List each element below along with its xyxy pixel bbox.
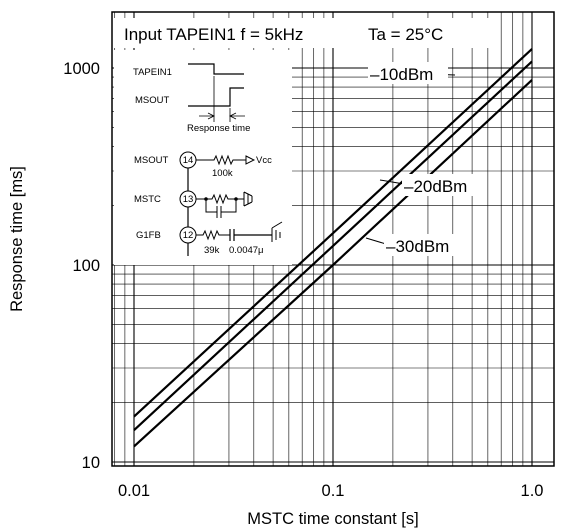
x-tick-label: 0.01 xyxy=(118,482,150,500)
mstc-rc-network-icon xyxy=(196,193,244,218)
chart-title: Input TAPEIN1 f = 5kHz xyxy=(124,25,303,44)
inset-background xyxy=(114,50,292,265)
series-labels: –10dBm –20dBm –30dBm xyxy=(365,62,482,256)
g1fb-capacitor-icon xyxy=(229,229,272,241)
y-axis-label: Response time [ms] xyxy=(8,166,26,312)
response-arrow xyxy=(199,112,245,120)
pin-13-number: 13 xyxy=(183,194,194,205)
series-label: –20dBm xyxy=(404,177,467,196)
series-label-mask xyxy=(384,234,464,256)
x-axis-label: MSTC time constant [s] xyxy=(247,510,418,528)
pin-label-mstc: MSTC xyxy=(134,194,161,205)
timing-label-tapein1: TAPEIN1 xyxy=(133,67,172,78)
series-label-mask xyxy=(402,174,482,196)
title-mask xyxy=(114,18,494,48)
pin-12-number: 12 xyxy=(183,230,194,241)
pin-label-msout: MSOUT xyxy=(134,155,169,166)
x-tick-label: 1.0 xyxy=(521,482,544,500)
msout-waveform xyxy=(188,87,244,107)
series-label-leader xyxy=(379,179,405,185)
series-label-leader xyxy=(365,237,387,245)
capacitor-value-label: 0.0047μ xyxy=(229,245,264,256)
axis-tick-labels: 0.01 0.1 1.0 10 100 1000 xyxy=(63,60,543,500)
resistor-100k-label: 100k xyxy=(212,168,233,179)
ground-icon-g1fb xyxy=(271,221,283,242)
series-lines xyxy=(133,48,533,448)
mstc-junction-dot-right xyxy=(234,197,238,201)
mstc-junction-dot xyxy=(204,197,208,201)
response-time-label: Response time xyxy=(187,123,250,134)
plot-frame xyxy=(111,11,555,467)
vcc-label: Vcc xyxy=(256,155,272,166)
ground-icon xyxy=(243,191,253,207)
chart-condition: Ta = 25°C xyxy=(368,25,443,44)
series-label: –10dBm xyxy=(370,65,433,84)
y-tick-label: 10 xyxy=(82,454,100,472)
vcc-arrow-icon xyxy=(245,155,256,165)
series-line-1 xyxy=(133,48,533,418)
tapein1-waveform xyxy=(188,63,244,75)
y-tick-label: 100 xyxy=(72,257,100,275)
timing-label-msout: MSOUT xyxy=(135,95,170,106)
resistor-100k-icon xyxy=(196,154,246,166)
x-tick-label: 0.1 xyxy=(322,482,345,500)
series-line-3 xyxy=(133,79,533,448)
inset-diagram: TAPEIN1 MSOUT Response time MSOUT 14 Vcc… xyxy=(114,50,292,265)
series-label: –30dBm xyxy=(386,237,449,256)
y-tick-label: 1000 xyxy=(63,60,100,78)
series-label-mask xyxy=(368,62,448,84)
pin-label-g1fb: G1FB xyxy=(136,230,161,241)
g1fb-resistor-icon xyxy=(196,229,230,241)
pin-14-number: 14 xyxy=(183,155,194,166)
resistor-39k-label: 39k xyxy=(204,245,220,256)
series-line-2 xyxy=(133,60,533,432)
